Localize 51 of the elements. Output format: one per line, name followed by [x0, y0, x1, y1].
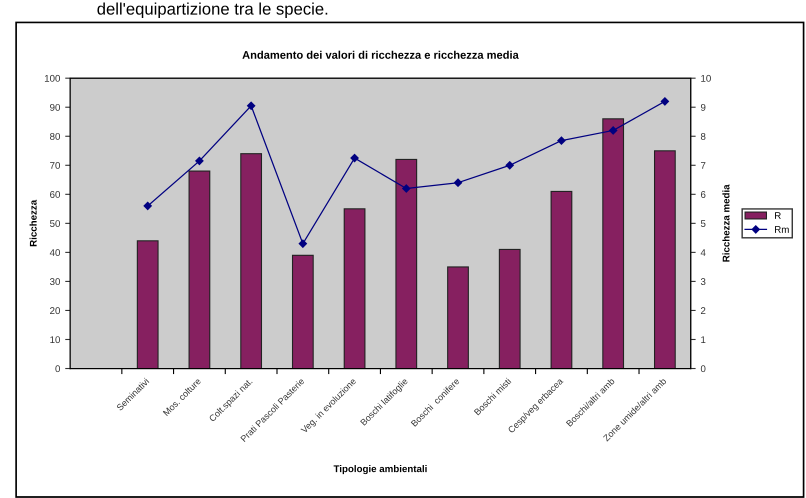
point [144, 202, 152, 210]
y-tick-label: 40 [50, 249, 60, 256]
y2-tick-label: 8 [700, 132, 706, 140]
bar [188, 170, 210, 369]
bar [136, 240, 159, 369]
legend-label: Rm [775, 226, 789, 233]
point [454, 178, 462, 187]
bar [550, 190, 572, 369]
y-tick-label: 70 [50, 162, 60, 169]
bar [240, 153, 262, 369]
y2-tick-label: 5 [700, 220, 706, 227]
bar [654, 150, 676, 369]
legend-label: R [775, 212, 781, 219]
y2-tick-label: 0 [700, 365, 706, 372]
y-tick-label: 90 [50, 104, 60, 111]
chart-title: Andamento dei valori di ricchezza e ricchezza media [242, 50, 519, 59]
point [247, 102, 256, 110]
y2-tick-label: 3 [700, 278, 706, 286]
point [298, 240, 307, 248]
point [506, 161, 514, 170]
y-axis-title: Ricchezza [30, 200, 37, 246]
y2-tick-label: 6 [700, 191, 706, 198]
bar [498, 248, 521, 369]
point [660, 97, 670, 106]
point [195, 156, 204, 166]
x-axis-title: Tipologie ambientali [334, 465, 427, 474]
point [402, 184, 410, 193]
y-tick-label: 60 [50, 191, 60, 198]
bar [292, 254, 314, 369]
y-tick-label: 80 [50, 132, 60, 140]
bar [602, 118, 624, 369]
y-tick-label: 50 [50, 220, 60, 227]
y2-tick-label: 10 [701, 74, 711, 82]
point [609, 126, 618, 135]
y-tick-label: 100 [44, 74, 60, 82]
point [557, 136, 566, 145]
y-tick-label: 20 [50, 307, 60, 314]
bar [395, 158, 418, 369]
y2-tick-label: 9 [700, 104, 706, 111]
bar [447, 266, 469, 369]
y2-tick-label: 7 [700, 162, 706, 169]
y-tick-label: 30 [50, 278, 60, 286]
y2-tick-label: 2 [700, 307, 706, 314]
y-tick-label: 10 [50, 336, 60, 344]
y2-axis-title: Ricchezza media [722, 184, 730, 262]
y2-tick-label: 4 [700, 249, 706, 256]
y2-tick-label: 1 [701, 336, 706, 344]
point [350, 154, 359, 162]
y-tick-label: 0 [55, 365, 60, 372]
text: dell'equipartizione tra le specie. [97, 2, 328, 18]
bar [344, 208, 366, 369]
